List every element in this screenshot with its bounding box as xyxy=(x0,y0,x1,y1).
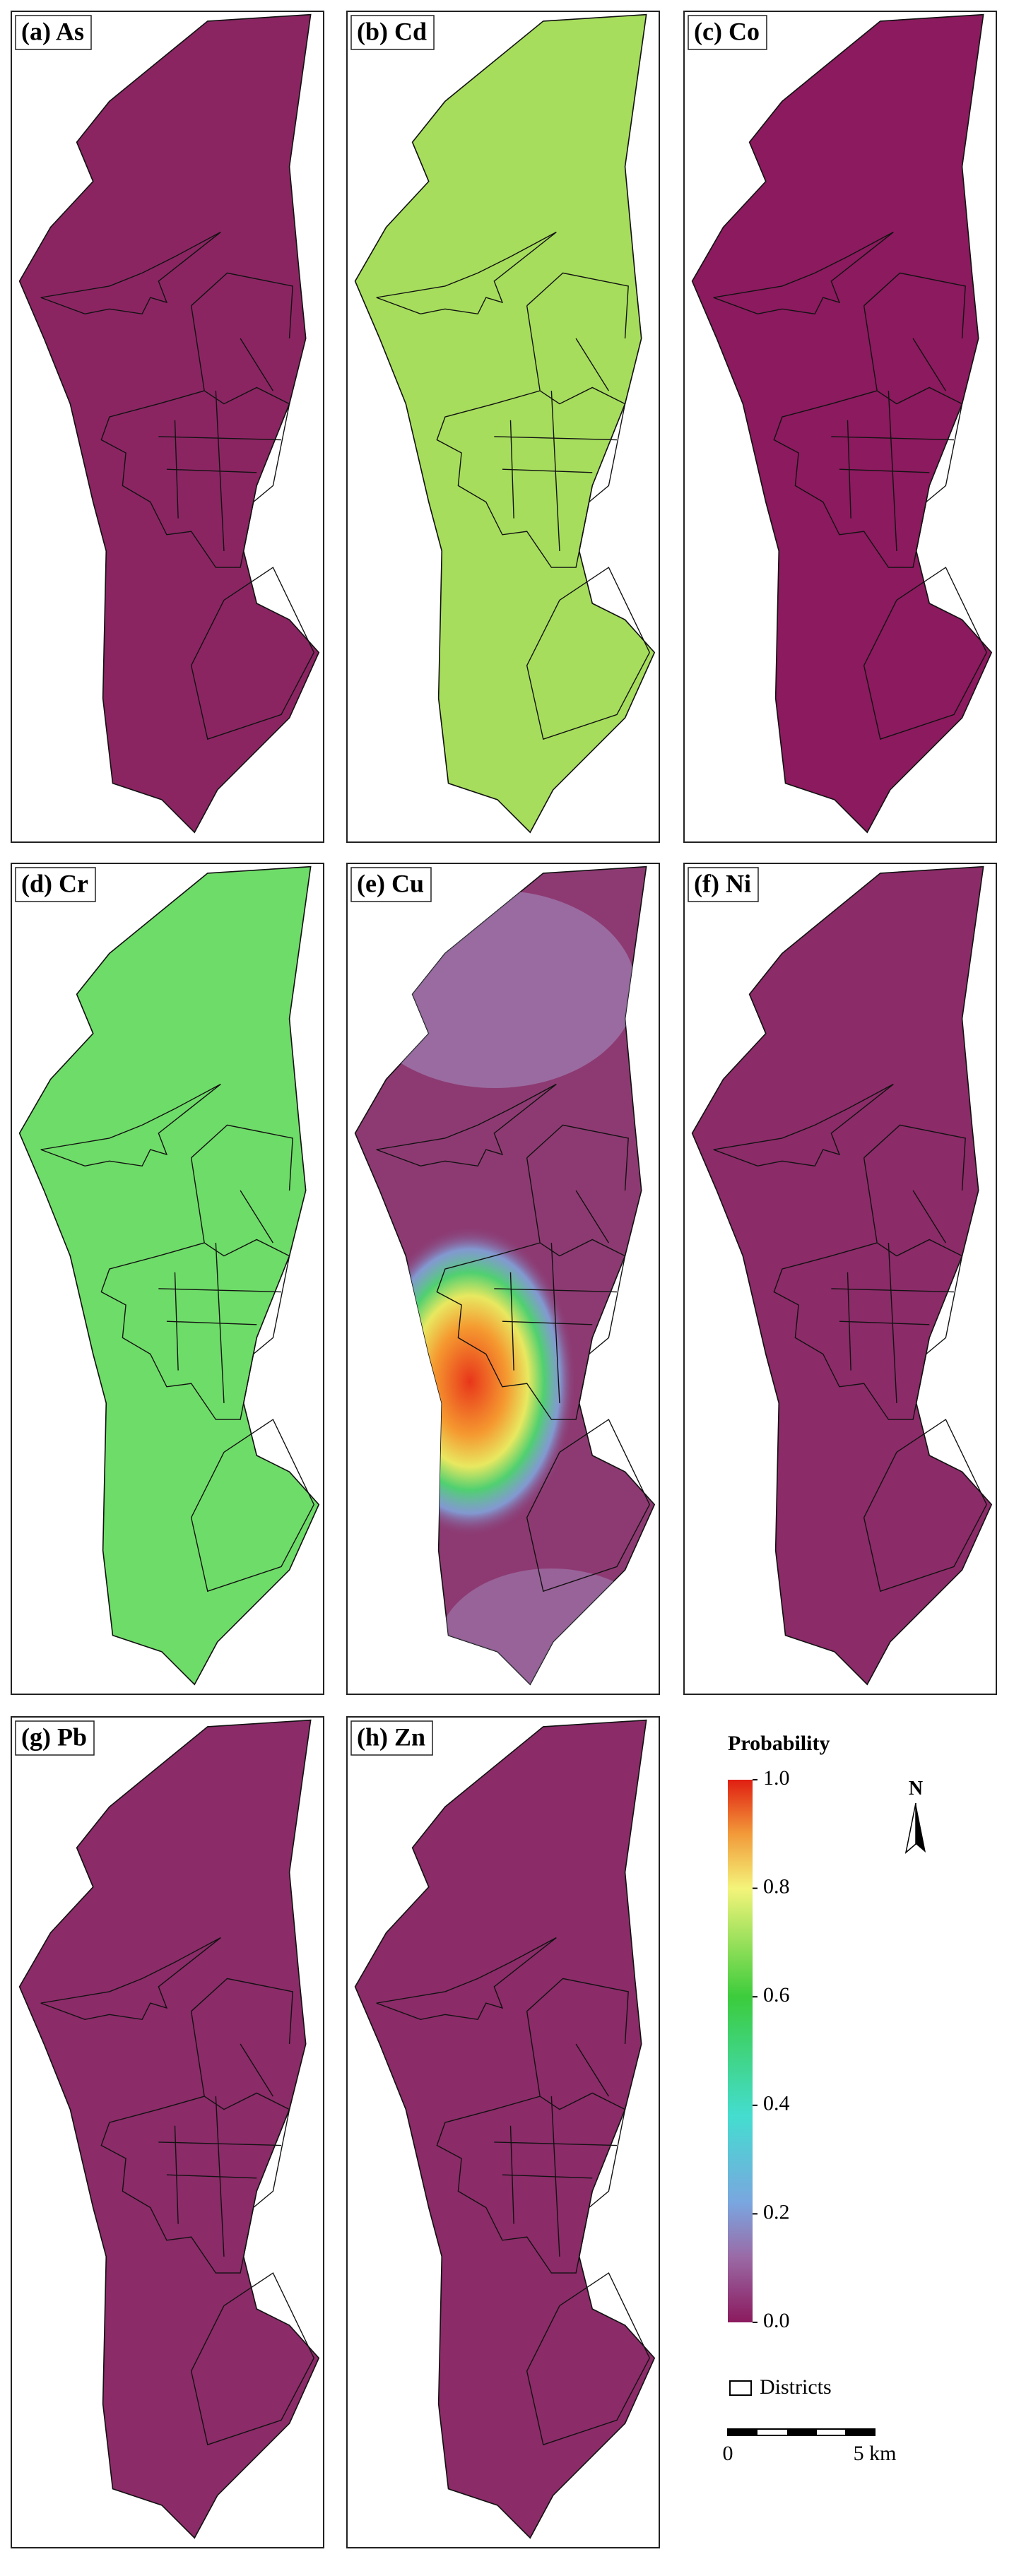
label-box xyxy=(688,867,759,902)
map-panel: (h) Zn xyxy=(346,1716,660,2548)
north-label: N xyxy=(909,1778,923,1800)
panel-label: (e) Cu xyxy=(350,867,432,902)
map-panel: (b) Cd xyxy=(346,11,660,843)
label-text: (e) Cu xyxy=(357,869,424,897)
map-panels: (a) As (b) Cd (c) Co (d) Cr (e) Cu (f) Ni (g) … xyxy=(11,11,997,2548)
label-text: (d) Cr xyxy=(21,869,88,897)
district-label: Districts xyxy=(760,2375,832,2399)
panel-label: (c) Co xyxy=(688,15,767,50)
colorbar-tick-label: 0.2 xyxy=(763,2200,790,2223)
panel-label: (f) Ni xyxy=(688,867,759,902)
scale-segment xyxy=(728,2429,757,2435)
colorbar-tick-label: 0.4 xyxy=(763,2092,790,2115)
label-text: (h) Zn xyxy=(357,1723,425,1751)
colorbar-tick-label: 0.6 xyxy=(763,1983,790,2007)
map-panel: (g) Pb xyxy=(11,1716,324,2548)
label-box xyxy=(15,15,92,50)
panel-label: (d) Cr xyxy=(15,867,96,902)
label-box xyxy=(688,15,767,50)
label-box xyxy=(350,15,435,50)
scale-label: 5 km xyxy=(854,2442,897,2465)
colorbar-tick-label: 0.8 xyxy=(763,1874,790,1898)
legend: Probability N Districts 0 5 km 0.0 0.2 0.4… xyxy=(723,1732,926,2465)
north-arrow: N xyxy=(904,1778,926,1854)
label-text: (f) Ni xyxy=(694,869,751,897)
label-box xyxy=(350,1720,433,1756)
scale-segment xyxy=(787,2429,817,2435)
legend-title: Probability xyxy=(728,1732,830,1755)
colorbar xyxy=(728,1780,753,2322)
label-box xyxy=(350,867,432,902)
district-swatch xyxy=(729,2380,752,2396)
label-text: (b) Cd xyxy=(357,17,427,45)
scale-segment xyxy=(845,2429,875,2435)
label-box xyxy=(15,867,96,902)
panel-label: (g) Pb xyxy=(15,1720,95,1756)
colorbar-tick-label: 1.0 xyxy=(763,1766,790,1790)
map-panel: (f) Ni xyxy=(683,863,997,1695)
map-panel: (d) Cr xyxy=(11,863,324,1695)
label-text: (a) As xyxy=(21,17,84,45)
map-panel: (a) As xyxy=(11,11,324,843)
label-text: (c) Co xyxy=(694,17,760,45)
colorbar-tick-label: 0.0 xyxy=(763,2309,790,2332)
map-panel: (c) Co xyxy=(683,11,997,843)
label-box xyxy=(15,1720,95,1756)
arrow-half xyxy=(916,1803,926,1853)
arrow-half xyxy=(904,1802,916,1854)
panel-label: (h) Zn xyxy=(350,1720,433,1756)
scale-label: 0 xyxy=(723,2442,733,2465)
panel-label: (a) As xyxy=(15,15,92,50)
scale-bar: 0 5 km xyxy=(723,2428,897,2465)
panel-label: (b) Cd xyxy=(350,15,435,50)
label-text: (g) Pb xyxy=(21,1723,87,1751)
